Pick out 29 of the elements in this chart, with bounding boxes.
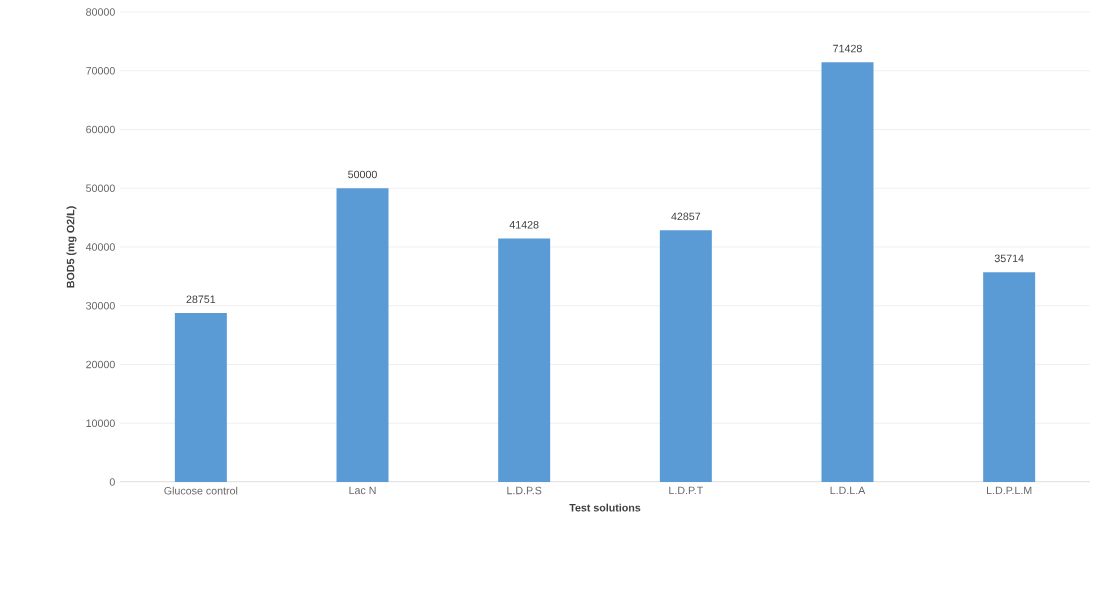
data-label: 35714 (994, 254, 1024, 263)
y-tick-label: 70000 (86, 66, 115, 75)
x-axis-title: Test solutions (569, 503, 641, 512)
data-label: 41428 (509, 221, 539, 229)
y-tick-label: 10000 (86, 419, 115, 428)
bar (821, 62, 874, 482)
x-tick-label: Glucose control (164, 486, 238, 495)
y-tick-label: 30000 (86, 301, 115, 310)
x-tick-label: L.D.P.L.M (987, 486, 1032, 495)
bar (659, 230, 712, 482)
data-label: 71428 (833, 44, 862, 53)
y-tick-label: 50000 (86, 184, 115, 193)
x-tick-label: L.D.P.S (507, 486, 542, 495)
bar (983, 272, 1036, 482)
bar (174, 313, 227, 482)
y-tick-label: 60000 (86, 125, 115, 134)
data-label: 42857 (671, 212, 701, 221)
y-tick-label: 80000 (86, 8, 115, 16)
bar (498, 238, 551, 482)
y-axis-title: BOD5 (mg O2/L) (66, 206, 77, 288)
x-tick-label: Lac N (349, 486, 376, 495)
x-tick-label: L.D.P.T (669, 486, 703, 495)
data-label: 28751 (186, 295, 216, 304)
x-tick-label: L.D.L.A (830, 486, 866, 495)
y-tick-label: 40000 (85, 243, 115, 251)
data-label: 50000 (348, 170, 377, 179)
y-tick-label: 20000 (86, 360, 115, 369)
bar (336, 188, 389, 482)
y-tick-label: 0 (109, 478, 115, 486)
